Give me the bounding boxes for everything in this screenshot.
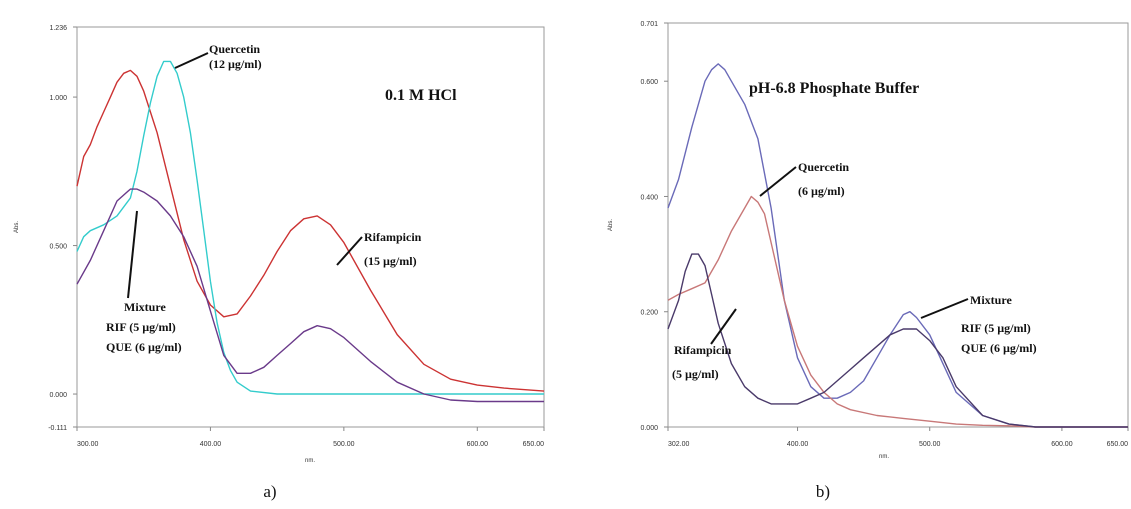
chart-a-y-tick-label: 0.000 <box>49 392 67 399</box>
chart-a-x-axis-label: nm. <box>305 458 315 464</box>
chart-a-series-line-2 <box>76 60 544 395</box>
chart-b-mixture-annotation-line2: RIF (5 µg/ml) <box>961 321 1031 335</box>
chart-a-rifampicin-annotation-line1: Rifampicin <box>364 230 422 244</box>
chart-b-x-tick-label: 302.00 <box>668 441 690 448</box>
chart-b-rifampicin-annotation-line2: (5 µg/ml) <box>672 367 719 381</box>
chart-b-y-tick-label: 0.600 <box>640 79 658 86</box>
chart-b-rifampicin-annotation-line1: Rifampicin <box>674 343 732 357</box>
chart-b-plot-frame <box>667 22 1129 428</box>
chart-a-quercetin-annotation-line2: (12 µg/ml) <box>209 57 262 71</box>
chart-a-x-tick-label: 600.00 <box>467 441 489 448</box>
chart-b-quercetin-annotation: Quercetin (6 µg/ml) <box>798 160 852 198</box>
chart-a-quercetin-annotation: Quercetin (12 µg/ml) <box>209 42 263 71</box>
chart-a-y-tick-label: 1.236 <box>49 25 67 32</box>
chart-b-x-tick-label: 600.00 <box>1051 441 1073 448</box>
chart-b-y-tick-label: 0.701 <box>640 21 658 28</box>
chart-a-y-axis-label: Abs. <box>14 221 20 233</box>
chart-a-mixture-annotation-line1: Mixture <box>124 300 166 314</box>
chart-a-plot-frame <box>76 26 545 428</box>
chart-a-mixture-annotation-line3: QUE (6 µg/ml) <box>106 340 182 354</box>
chart-a-x-tick-label: 500.00 <box>333 441 355 448</box>
chart-a-condition-label: 0.1 M HCl <box>385 87 457 104</box>
chart-b-condition-label: pH-6.8 Phosphate Buffer <box>749 80 919 97</box>
chart-b: 302.00 400.00 500.00 600.00 650.00 0.000 0.200… <box>608 21 1129 460</box>
chart-a-caption: a) <box>263 482 276 501</box>
chart-b-quercetin-annotation-line2: (6 µg/ml) <box>798 184 845 198</box>
chart-b-x-tick-label: 650.00 <box>1107 441 1129 448</box>
chart-b-y-tick-label: 0.000 <box>640 425 658 432</box>
chart-b-mixture-annotation-line1: Mixture <box>970 293 1012 307</box>
chart-a-x-tick-label: 650.00 <box>523 441 545 448</box>
chart-a-mixture-leader <box>127 210 138 299</box>
chart-b-quercetin-annotation-line1: Quercetin <box>798 160 849 174</box>
chart-a-y-tick-label: 1.000 <box>49 95 67 102</box>
chart-a-y-tick-label: 0.500 <box>49 244 67 251</box>
chart-b-mixture-leader <box>920 298 969 319</box>
chart-a-quercetin-leader <box>174 52 209 69</box>
chart-b-x-tick-label: 400.00 <box>787 441 809 448</box>
chart-b-mixture-annotation-line3: QUE (6 µg/ml) <box>961 341 1037 355</box>
chart-b-rifampicin-leader <box>710 308 737 345</box>
chart-a-mixture-annotation: Mixture RIF (5 µg/ml) QUE (6 µg/ml) <box>106 300 182 354</box>
chart-a-series-line-1 <box>76 69 545 392</box>
chart-a-y-tick-label: -0.111 <box>48 425 67 432</box>
chart-a-rifampicin-annotation-line2: (15 µg/ml) <box>364 254 417 268</box>
chart-b-y-tick-label: 0.200 <box>640 310 658 317</box>
chart-b-x-axis-label: nm. <box>879 454 889 460</box>
chart-a-x-tick-label: 400.00 <box>200 441 222 448</box>
chart-b-y-tick-label: 0.400 <box>640 194 658 201</box>
chart-a-x-tick-label: 300.00 <box>77 441 99 448</box>
chart-a-rifampicin-annotation: Rifampicin (15 µg/ml) <box>364 230 424 268</box>
chart-b-quercetin-leader <box>759 166 797 197</box>
chart-b-x-tick-label: 500.00 <box>919 441 941 448</box>
chart-a-series-line-3 <box>76 188 544 403</box>
chart-a-rifampicin-leader <box>336 236 363 266</box>
chart-b-series-line-2 <box>667 195 1128 428</box>
chart-b-series-line-3 <box>667 253 1128 428</box>
chart-b-y-axis-label: Abs. <box>608 219 614 231</box>
chart-b-mixture-annotation: Mixture RIF (5 µg/ml) QUE (6 µg/ml) <box>961 293 1037 355</box>
chart-b-caption: b) <box>816 482 830 501</box>
chart-a-mixture-annotation-line2: RIF (5 µg/ml) <box>106 320 176 334</box>
chart-a-quercetin-annotation-line1: Quercetin <box>209 42 260 56</box>
chart-a: 300.00 400.00 500.00 600.00 650.00 -0.111 0.00… <box>14 25 545 464</box>
chart-b-rifampicin-annotation: Rifampicin (5 µg/ml) <box>672 343 734 381</box>
